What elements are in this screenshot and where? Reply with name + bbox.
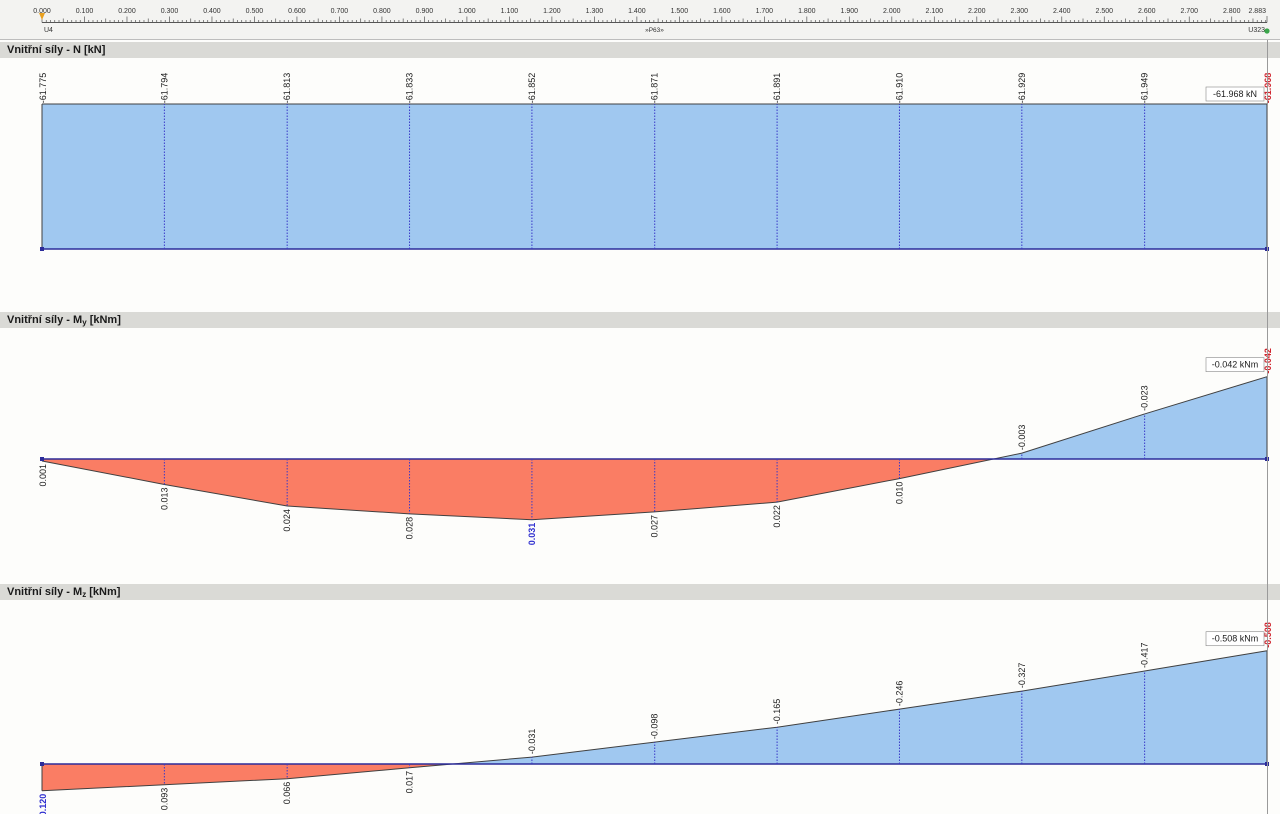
member-node-start	[40, 247, 44, 251]
ruler-member-label: »P63»	[645, 27, 664, 34]
diagram-mz: 0.120 0.093 0.066 0.017 -0.031 -0.098 -0.165 -0…	[38, 622, 1273, 814]
diagram-outline	[41, 376, 1268, 521]
value-label: 0.013	[159, 487, 169, 510]
value-label: -61.775	[38, 73, 48, 104]
value-label: -61.949	[1140, 73, 1150, 104]
ruler-tick-label: 1.600	[713, 8, 731, 15]
value-label: -0.003	[1017, 425, 1027, 451]
ruler-tick-label: 2.800	[1223, 8, 1241, 15]
end-value-label: -0.508 kNm	[1212, 634, 1259, 644]
section-title-my-sub: y	[82, 318, 87, 327]
ruler-tick-label: 1.000	[458, 8, 476, 15]
ruler-tick-label: 0.200	[118, 8, 136, 15]
ruler-tick-label: 0.900	[416, 8, 434, 15]
value-label: 0.001	[38, 464, 48, 487]
ruler-tick-label: 0.400	[203, 8, 221, 15]
value-label: 0.120	[38, 794, 48, 814]
diagram-n: -61.775 -61.794 -61.813 -61.833 -61.852 -61.8…	[38, 73, 1273, 251]
value-label: 0.027	[650, 515, 660, 538]
ruler-start-marker	[39, 13, 45, 20]
value-label: -61.871	[650, 73, 660, 104]
section-title-my-suffix: [kNm]	[86, 314, 121, 326]
value-label: 0.028	[405, 517, 415, 540]
end-value-label: -0.042 kNm	[1212, 360, 1259, 370]
ruler-tick-label: 2.100	[926, 8, 944, 15]
value-label: -0.508	[1263, 622, 1273, 648]
value-label: -61.910	[894, 73, 904, 104]
ruler-tick-label: 1.800	[798, 8, 816, 15]
ruler-tick-label: 2.200	[968, 8, 986, 15]
position-marker-line[interactable]	[1267, 40, 1268, 814]
ruler-tick-label: 0.500	[246, 8, 264, 15]
ruler-end-marker	[1264, 28, 1270, 34]
ruler-tick-label: 2.500	[1095, 8, 1113, 15]
value-label: 0.024	[282, 509, 292, 532]
value-label: -0.246	[894, 681, 904, 707]
section-title-mz-suffix: [kNm]	[86, 586, 121, 598]
value-label: -61.833	[405, 73, 415, 104]
section-title-mz-sub: z	[82, 590, 87, 599]
member-node-start	[40, 457, 44, 461]
section-title-n: Vnitřní síly - N [kN]	[7, 44, 106, 56]
section-title-my-prefix: Vnitřní síly - M	[7, 314, 83, 326]
value-label: -61.968	[1263, 73, 1273, 104]
member-node-start	[40, 762, 44, 766]
ruler-tick-label: 1.100	[501, 8, 519, 15]
ruler-tick-label: 0.800	[373, 8, 391, 15]
value-label: -61.891	[772, 73, 782, 104]
ruler-tick-label: 2.700	[1180, 8, 1198, 15]
ruler-tick-label: 1.300	[586, 8, 604, 15]
section-header-my: Vnitřní síly - My [kNm]	[0, 312, 1280, 328]
ruler-tick-label: 0.700	[331, 8, 349, 15]
value-label: 0.031	[527, 523, 537, 546]
section-header-mz: Vnitřní síly - Mz [kNm]	[0, 584, 1280, 600]
ruler-tick-label: 0.600	[288, 8, 306, 15]
negative-area	[452, 650, 1267, 764]
ruler-tick-label: 1.500	[671, 8, 689, 15]
value-label: -0.031	[527, 729, 537, 755]
value-label: -0.023	[1140, 385, 1150, 411]
ruler-tick-label: 0.100	[76, 8, 94, 15]
value-label: -61.929	[1017, 73, 1027, 104]
ruler-tick-label: 2.883	[1248, 8, 1266, 15]
value-label: -61.794	[159, 73, 169, 104]
ruler-tick-label: 2.600	[1138, 8, 1156, 15]
section-title-mz-prefix: Vnitřní síly - M	[7, 586, 83, 598]
diagram-my: 0.001 0.013 0.024 0.028 0.031 0.027 0.022 0.010…	[38, 348, 1273, 546]
negative-area	[993, 376, 1267, 459]
end-value-box	[1205, 631, 1265, 647]
positive-area	[42, 459, 994, 520]
value-label: -61.852	[527, 73, 537, 104]
end-value-box	[1205, 86, 1265, 102]
value-label: 0.066	[282, 782, 292, 805]
value-label: -0.165	[772, 699, 782, 725]
value-label: 0.017	[405, 771, 415, 794]
ruler-tick-label: 1.200	[543, 8, 561, 15]
value-label: -0.417	[1140, 642, 1150, 668]
section-header-n: Vnitřní síly - N [kN]	[0, 42, 1280, 58]
ruler-tick-label: 0.000	[33, 8, 51, 15]
ruler-background	[0, 0, 1280, 40]
end-value-box	[1205, 357, 1265, 372]
value-label: 0.022	[772, 505, 782, 528]
ruler-start-node: U4	[44, 27, 53, 34]
ruler-tick-label: 2.300	[1011, 8, 1029, 15]
ruler-end-node: U323	[1248, 27, 1265, 34]
value-label: -0.098	[650, 714, 660, 740]
value-label: 0.093	[159, 788, 169, 811]
ruler-tick-label: 1.400	[628, 8, 646, 15]
value-label: -0.042	[1263, 348, 1273, 374]
member-ruler[interactable]: 0.000 0.100 0.200 0.300 0.400 0.500 0.600 0.700…	[0, 0, 1280, 40]
value-label: -61.813	[282, 73, 292, 104]
ruler-tick-label: 2.000	[883, 8, 901, 15]
ruler-tick-label: 1.700	[756, 8, 774, 15]
value-label: -0.327	[1017, 663, 1027, 689]
ruler-tick-label: 1.900	[841, 8, 859, 15]
end-value-label: -61.968 kN	[1213, 89, 1257, 99]
ruler-tick-label: 2.400	[1053, 8, 1071, 15]
value-label: 0.010	[894, 482, 904, 505]
ruler-tick-label: 0.300	[161, 8, 179, 15]
positive-area	[42, 764, 453, 791]
